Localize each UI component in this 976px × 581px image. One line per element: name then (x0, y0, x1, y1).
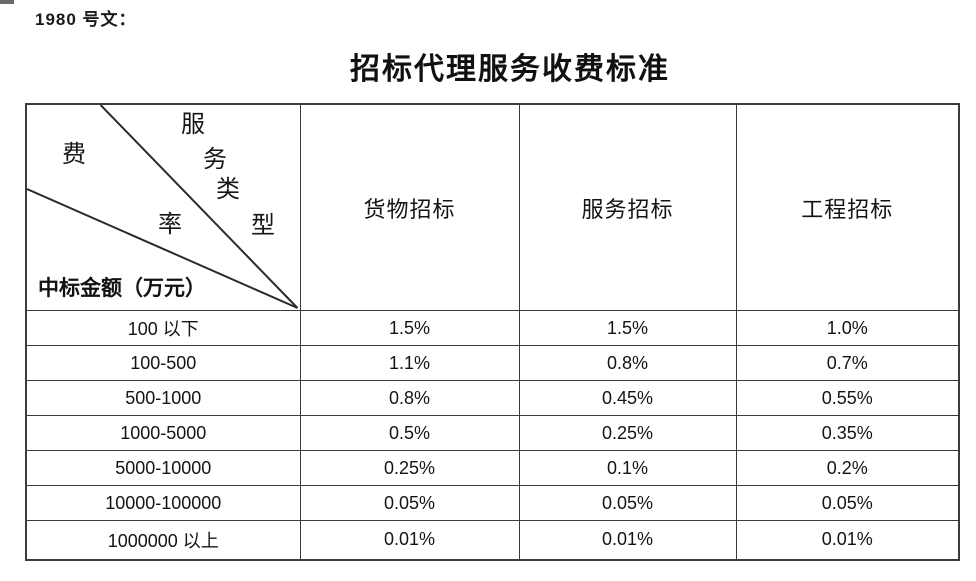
table-row: 10000-100000 0.05% 0.05% 0.05% (25, 485, 960, 521)
fee-standard-table: 服 务 类 型 费 率 中标金额（万元） 货物招标 服务招标 工程招标 100 … (25, 103, 960, 561)
page-title: 招标代理服务收费标准 (350, 52, 670, 87)
service-type-char-3: 类 (216, 175, 240, 203)
rate-cell: 0.2% (735, 450, 960, 486)
service-type-char-2: 务 (203, 145, 227, 173)
rate-cell: 1.0% (735, 310, 960, 346)
table-header-row: 服 务 类 型 费 率 中标金额（万元） 货物招标 服务招标 工程招标 (25, 103, 960, 311)
fee-rate-char-2: 率 (158, 210, 182, 238)
rate-cell: 0.05% (299, 485, 520, 521)
table-row: 100 以下 1.5% 1.5% 1.0% (25, 310, 960, 346)
rate-cell: 0.1% (518, 450, 737, 486)
rate-cell: 1.1% (299, 345, 520, 381)
page-edge-artifact (0, 0, 14, 4)
amount-range-cell: 5000-10000 (25, 450, 301, 486)
table-row: 100-500 1.1% 0.8% 0.7% (25, 345, 960, 381)
rate-cell: 0.01% (299, 520, 520, 560)
rate-cell: 1.5% (299, 310, 520, 346)
amount-range-cell: 10000-100000 (25, 485, 301, 521)
rate-cell: 0.7% (735, 345, 960, 381)
diagonal-line-upper (99, 105, 299, 309)
service-type-char-1: 服 (181, 110, 205, 138)
amount-range-cell: 100-500 (25, 345, 301, 381)
rate-cell: 0.55% (735, 380, 960, 416)
diagonal-line-lower (27, 188, 298, 309)
amount-range-cell: 1000-5000 (25, 415, 301, 451)
amount-axis-label: 中标金额（万元） (38, 275, 206, 300)
rate-cell: 0.05% (518, 485, 737, 521)
rate-cell: 0.05% (735, 485, 960, 521)
rate-cell: 0.8% (299, 380, 520, 416)
table-row: 1000-5000 0.5% 0.25% 0.35% (25, 415, 960, 451)
amount-range-cell: 1000000 以上 (25, 520, 301, 560)
amount-range-cell: 500-1000 (25, 380, 301, 416)
rate-cell: 0.45% (518, 380, 737, 416)
rate-cell: 0.5% (299, 415, 520, 451)
rate-cell: 0.01% (518, 520, 737, 560)
fee-rate-char-1: 费 (62, 140, 86, 168)
title-container: 招标代理服务收费标准 (44, 44, 976, 88)
table-row: 500-1000 0.8% 0.45% 0.55% (25, 380, 960, 416)
table-row: 1000000 以上 0.01% 0.01% 0.01% (25, 520, 960, 560)
rate-cell: 0.25% (299, 450, 520, 486)
rate-cell: 0.8% (518, 345, 737, 381)
amount-range-cell: 100 以下 (25, 310, 301, 346)
rate-cell: 0.25% (518, 415, 737, 451)
rate-cell: 1.5% (518, 310, 737, 346)
service-type-char-4: 型 (251, 211, 275, 239)
table-row: 5000-10000 0.25% 0.1% 0.2% (25, 450, 960, 486)
rate-cell: 0.35% (735, 415, 960, 451)
rate-cell: 0.01% (735, 520, 960, 560)
column-header-engineering: 工程招标 (735, 103, 960, 311)
column-header-goods: 货物招标 (299, 103, 520, 311)
diagonal-lines (27, 105, 299, 309)
diagonal-corner-cell: 服 务 类 型 费 率 中标金额（万元） (25, 103, 301, 311)
document-number-label: 1980 号文： (35, 10, 137, 29)
column-header-service: 服务招标 (518, 103, 737, 311)
